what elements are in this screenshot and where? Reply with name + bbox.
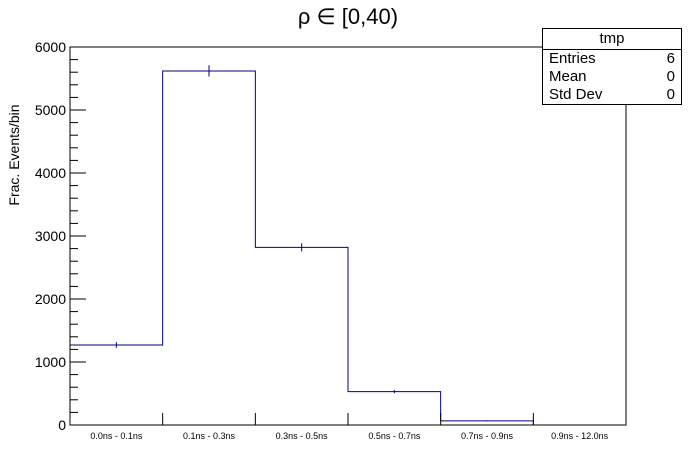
y-tick-label: 1000: [35, 354, 66, 370]
stats-value: 0: [666, 68, 675, 85]
stats-row-stddev: Std Dev 0: [543, 86, 681, 104]
y-axis-label: Frac. Events/bin: [6, 104, 22, 205]
y-tick-label: 4000: [35, 165, 66, 181]
y-tick-label: 6000: [35, 39, 66, 55]
stats-box: tmp Entries 6 Mean 0 Std Dev 0: [542, 28, 682, 105]
y-tick-label: 3000: [35, 228, 66, 244]
x-tick-label: 0.3ns - 0.5ns: [276, 431, 329, 441]
x-tick-label: 0.0ns - 0.1ns: [90, 431, 143, 441]
stats-title: tmp: [543, 29, 681, 50]
stats-label: Mean: [549, 68, 587, 85]
x-axis-ticks: 0.0ns - 0.1ns 0.1ns - 0.3ns 0.3ns - 0.5ns 0…: [90, 413, 609, 441]
stats-value: 0: [666, 86, 675, 103]
stats-value: 6: [666, 50, 675, 67]
y-tick-label: 2000: [35, 291, 66, 307]
y-axis-ticks: 0 1000 2000 3000 4000 5000 6000: [35, 39, 86, 433]
stats-row-entries: Entries 6: [543, 50, 681, 68]
x-tick-label: 0.7ns - 0.9ns: [461, 431, 514, 441]
y-tick-label: 0: [58, 417, 66, 433]
histogram-outline: [70, 70, 626, 426]
x-tick-label: 0.1ns - 0.3ns: [183, 431, 236, 441]
x-tick-label: 0.5ns - 0.7ns: [368, 431, 421, 441]
plot-frame: [69, 46, 627, 426]
stats-label: Entries: [549, 50, 596, 67]
x-tick-label: 0.9ns - 12.0ns: [551, 431, 609, 441]
stats-row-mean: Mean 0: [543, 68, 681, 86]
y-tick-label: 5000: [35, 102, 66, 118]
chart-title: ρ ∈ [0,40): [297, 4, 399, 29]
stats-label: Std Dev: [549, 86, 603, 103]
histogram-bars: [70, 65, 626, 426]
